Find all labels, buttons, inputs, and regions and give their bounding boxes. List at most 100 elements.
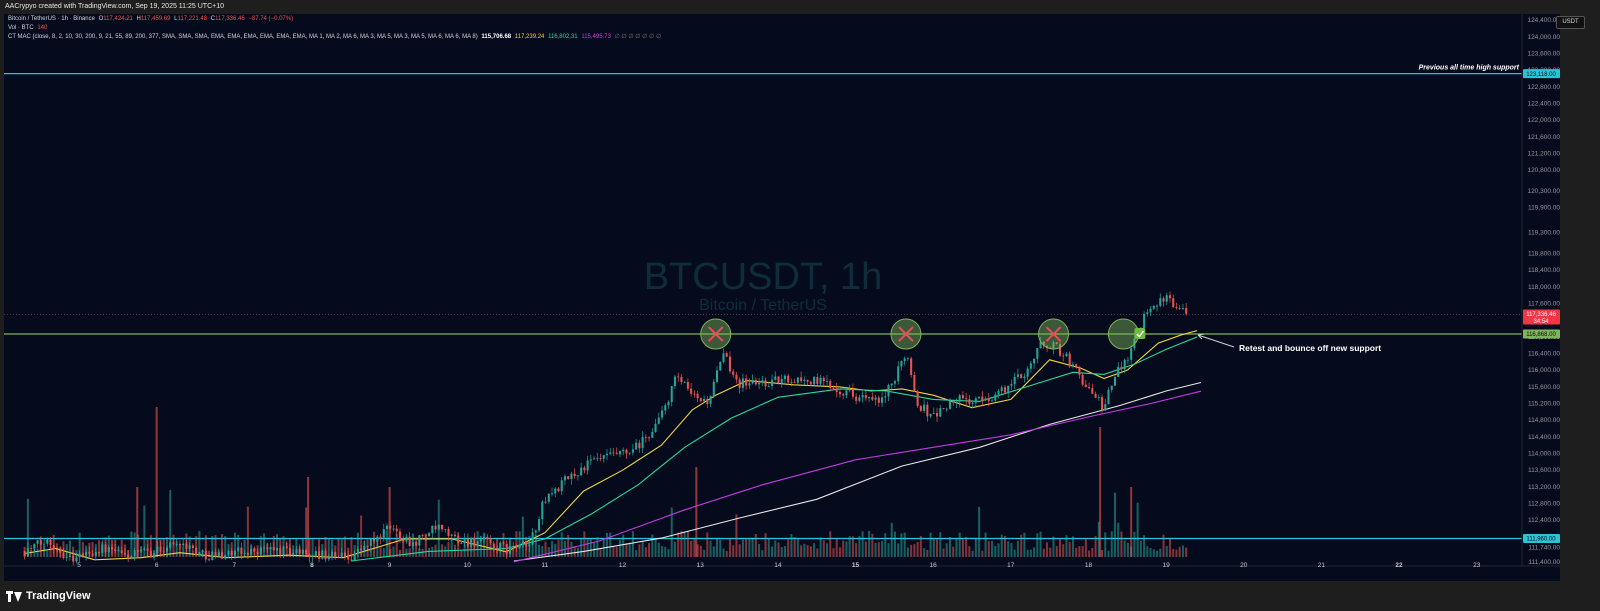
- volume-bar: [1139, 541, 1142, 557]
- candle-body: [466, 538, 469, 547]
- candle-body: [1126, 359, 1129, 361]
- candle-body: [75, 557, 78, 562]
- volume-bar: [233, 532, 236, 557]
- candle-body: [208, 559, 211, 561]
- volume-bar: [1172, 548, 1175, 557]
- volume-bar: [758, 543, 761, 557]
- candle-body: [719, 361, 722, 371]
- candle-body: [1065, 353, 1068, 357]
- volume-bar: [1052, 536, 1055, 557]
- candle-body: [431, 525, 434, 534]
- candle-body: [1181, 308, 1184, 309]
- candle-body: [337, 557, 340, 558]
- open-label: O: [98, 16, 104, 22]
- arrow-head-icon: [1197, 333, 1205, 340]
- volume-bar: [1000, 534, 1003, 557]
- candle-body: [994, 394, 997, 401]
- candle-body: [809, 381, 812, 385]
- candle-body: [1058, 343, 1061, 356]
- candle-body: [1120, 366, 1123, 370]
- time-tick-label: 23: [1473, 562, 1481, 569]
- volume-bar: [838, 547, 841, 557]
- candle-body: [877, 397, 880, 403]
- candle-body: [512, 545, 515, 547]
- volume-bar: [712, 546, 715, 557]
- candle-body: [211, 551, 214, 561]
- price-tick-label: 112,800.00: [1528, 501, 1560, 508]
- high-value: 117,459.69: [140, 16, 171, 22]
- candle-body: [130, 556, 133, 558]
- volume-bar: [638, 544, 641, 557]
- candle-body: [625, 449, 628, 454]
- volume-bar: [382, 548, 385, 557]
- candle-body: [1172, 298, 1175, 308]
- candle-body: [385, 525, 389, 530]
- candle-body: [85, 551, 88, 556]
- candle-body: [282, 546, 285, 555]
- price-level-tag-text: 111,960.00: [1526, 537, 1556, 543]
- candle-body: [220, 552, 224, 559]
- candle-body: [728, 356, 731, 372]
- price-tick-label: 118,000.00: [1528, 284, 1560, 291]
- volume-bar: [547, 547, 550, 557]
- candle-body: [492, 543, 495, 549]
- volume-bar: [690, 540, 693, 557]
- candles-layer: [23, 291, 1188, 567]
- volume-bar: [492, 547, 495, 557]
- time-tick-label: 10: [464, 562, 472, 569]
- check-mark-icon: [1136, 330, 1144, 338]
- candle-body: [910, 358, 913, 375]
- candle-body: [648, 437, 651, 439]
- candle-body: [434, 525, 437, 530]
- candle-body: [1117, 366, 1120, 378]
- volume-bar: [826, 543, 829, 557]
- volume-bar: [360, 515, 363, 557]
- candle-body: [884, 396, 887, 398]
- candle-body: [832, 388, 835, 389]
- low-value: 117,221.48: [177, 16, 208, 22]
- volume-bar: [1029, 549, 1032, 557]
- volume-bar: [767, 538, 770, 557]
- volume-bar: [719, 539, 722, 557]
- candle-body: [279, 548, 282, 555]
- candle-body: [91, 553, 94, 556]
- candle-body: [984, 398, 987, 401]
- volume-bar: [534, 534, 537, 557]
- volume-bar: [861, 531, 864, 557]
- volume-bar: [968, 546, 971, 557]
- chart-frame[interactable]: [4, 14, 1560, 581]
- candle-body: [1094, 393, 1097, 398]
- volume-bar: [483, 532, 486, 557]
- candle-body: [46, 539, 49, 544]
- candle-body: [78, 553, 81, 558]
- volume-bar: [615, 547, 618, 557]
- volume-bar: [864, 541, 867, 557]
- volume-bar: [771, 546, 774, 557]
- candle-body: [418, 535, 421, 546]
- volume-bar: [512, 549, 515, 557]
- volume-bar: [211, 536, 214, 557]
- candle-body: [583, 467, 586, 471]
- currency-button[interactable]: USDT: [1556, 16, 1585, 29]
- price-tick-label: 118,800.00: [1528, 251, 1560, 258]
- volume-bar: [224, 536, 227, 557]
- candle-body: [230, 550, 233, 556]
- candle-body: [677, 376, 680, 378]
- volume-label: Vol · BTC: [8, 25, 34, 31]
- candle-body: [440, 524, 444, 530]
- price-tick-label: 111,400.00: [1528, 559, 1560, 566]
- price-level-tag-text: 123,118.00: [1526, 72, 1556, 78]
- candle-body: [120, 550, 123, 554]
- candle-body: [272, 547, 275, 551]
- candle-body: [256, 551, 259, 555]
- volume-bar: [906, 547, 909, 557]
- candle-body: [971, 402, 974, 404]
- candle-body: [929, 413, 932, 417]
- candle-body: [968, 399, 971, 404]
- candle-body: [722, 353, 725, 362]
- candle-body: [887, 385, 890, 397]
- volume-bar: [373, 531, 376, 557]
- candle-body: [1178, 307, 1181, 309]
